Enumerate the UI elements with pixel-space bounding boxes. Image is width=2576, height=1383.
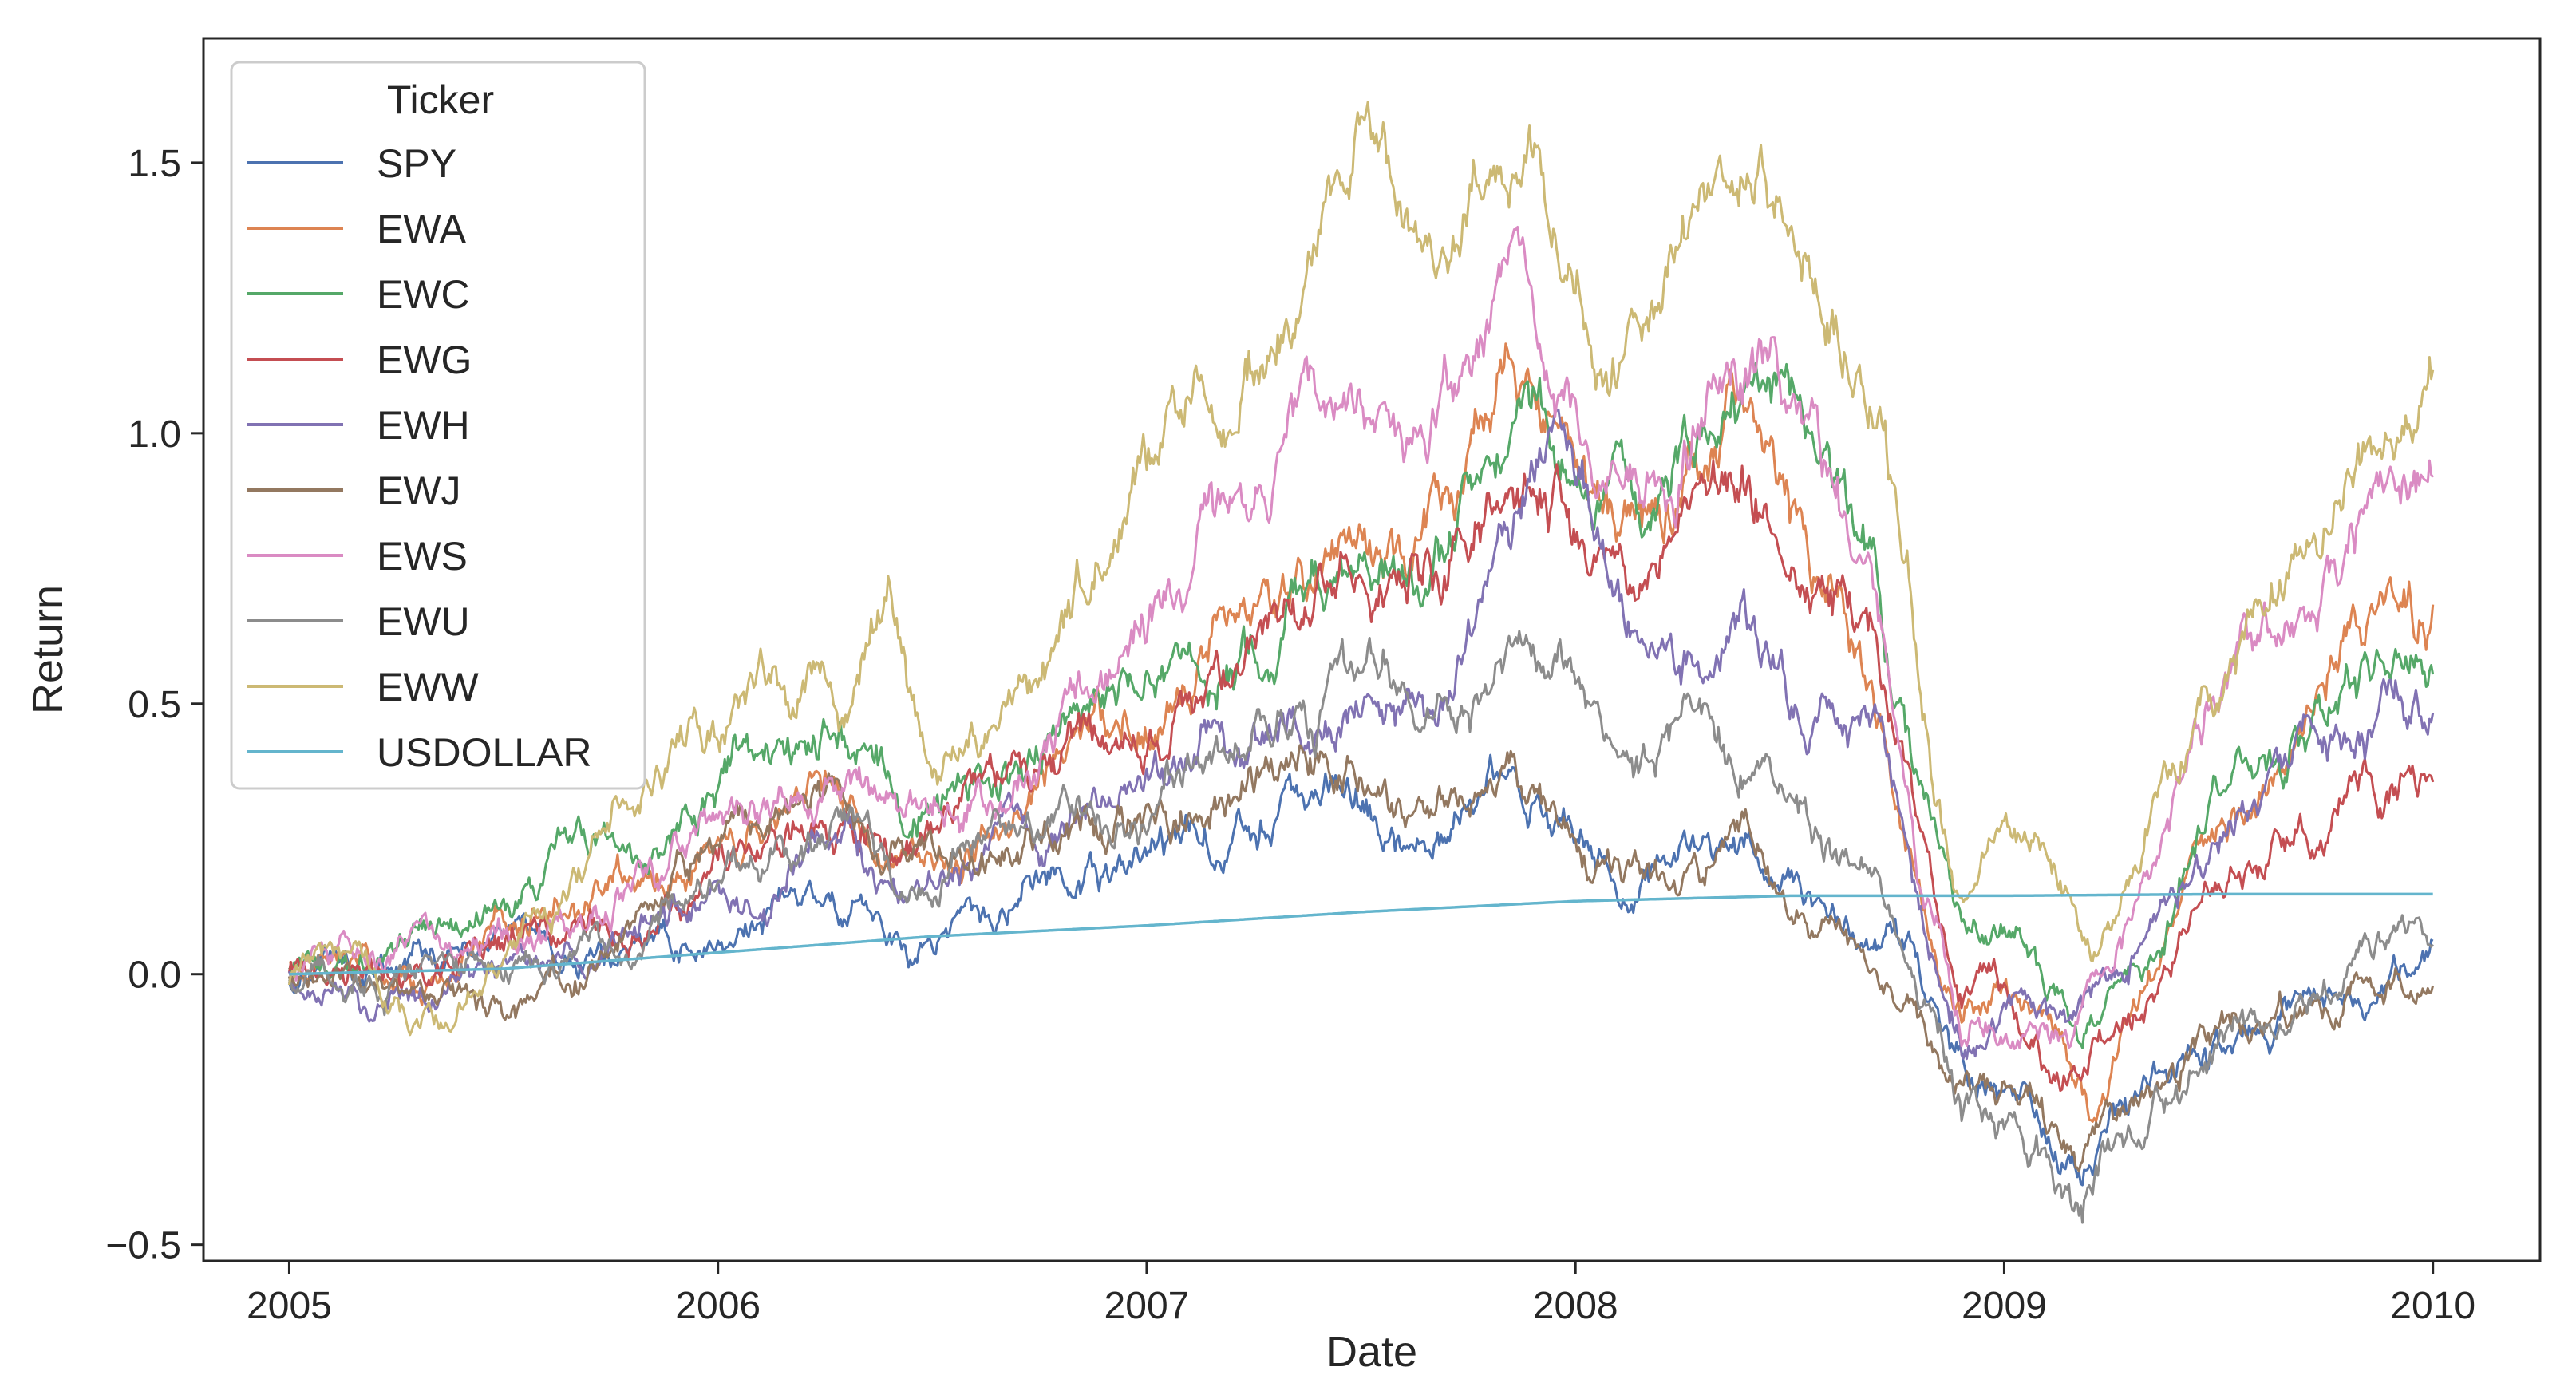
legend-label-ewa: EWA <box>377 207 467 251</box>
series-line-ewh <box>287 408 2435 1061</box>
legend-label-ews: EWS <box>377 534 468 579</box>
series-line-ews <box>289 226 2434 1050</box>
y-tick-label: 0.5 <box>128 684 181 726</box>
x-tick-label: 2005 <box>247 1285 332 1327</box>
x-axis: 2005 2006 2007 2008 2009 2010 <box>247 1261 2475 1327</box>
x-axis-title: Date <box>1326 1328 1417 1376</box>
series-line-eww <box>287 101 2435 1037</box>
y-axis-title: Return <box>24 585 72 714</box>
series-line-ewg <box>287 460 2435 1093</box>
x-tick-label: 2008 <box>1533 1285 1618 1327</box>
legend-label-ewj: EWJ <box>377 468 461 513</box>
legend-label-ewu: EWU <box>377 599 470 644</box>
legend-label-ewg: EWG <box>377 338 472 382</box>
legend-box <box>230 61 646 790</box>
legend-label-ewc: EWC <box>377 272 470 317</box>
series-layer <box>287 101 2435 1224</box>
y-tick-label: 0.0 <box>128 954 181 997</box>
y-axis: −0.5 0.0 0.5 1.0 1.5 <box>105 143 203 1267</box>
legend-label-usdollar: USDOLLAR <box>377 730 592 775</box>
axes-frame <box>202 37 2542 1262</box>
x-tick-label: 2010 <box>2390 1285 2475 1327</box>
series-line-ewu <box>288 630 2434 1224</box>
series-line-ewa <box>289 342 2435 1123</box>
legend-label-eww: EWW <box>377 665 480 709</box>
y-tick-label: −0.5 <box>105 1225 181 1267</box>
series-line-spy <box>287 753 2434 1187</box>
series-line-usdollar <box>289 892 2433 976</box>
legend-label-ewh: EWH <box>377 403 470 448</box>
x-tick-label: 2007 <box>1104 1285 1190 1327</box>
legend: Ticker SPY EWA EWC EWG EWH EWJ EWS EWU EWW USDOLL… <box>230 61 646 790</box>
y-tick-label: 1.0 <box>128 413 181 456</box>
x-tick-label: 2006 <box>675 1285 761 1327</box>
legend-label-spy: SPY <box>377 141 456 186</box>
y-tick-label: 1.5 <box>128 143 181 185</box>
series-line-ewj <box>287 744 2435 1173</box>
legend-title: Ticker <box>387 77 494 122</box>
x-tick-label: 2009 <box>1962 1285 2047 1327</box>
